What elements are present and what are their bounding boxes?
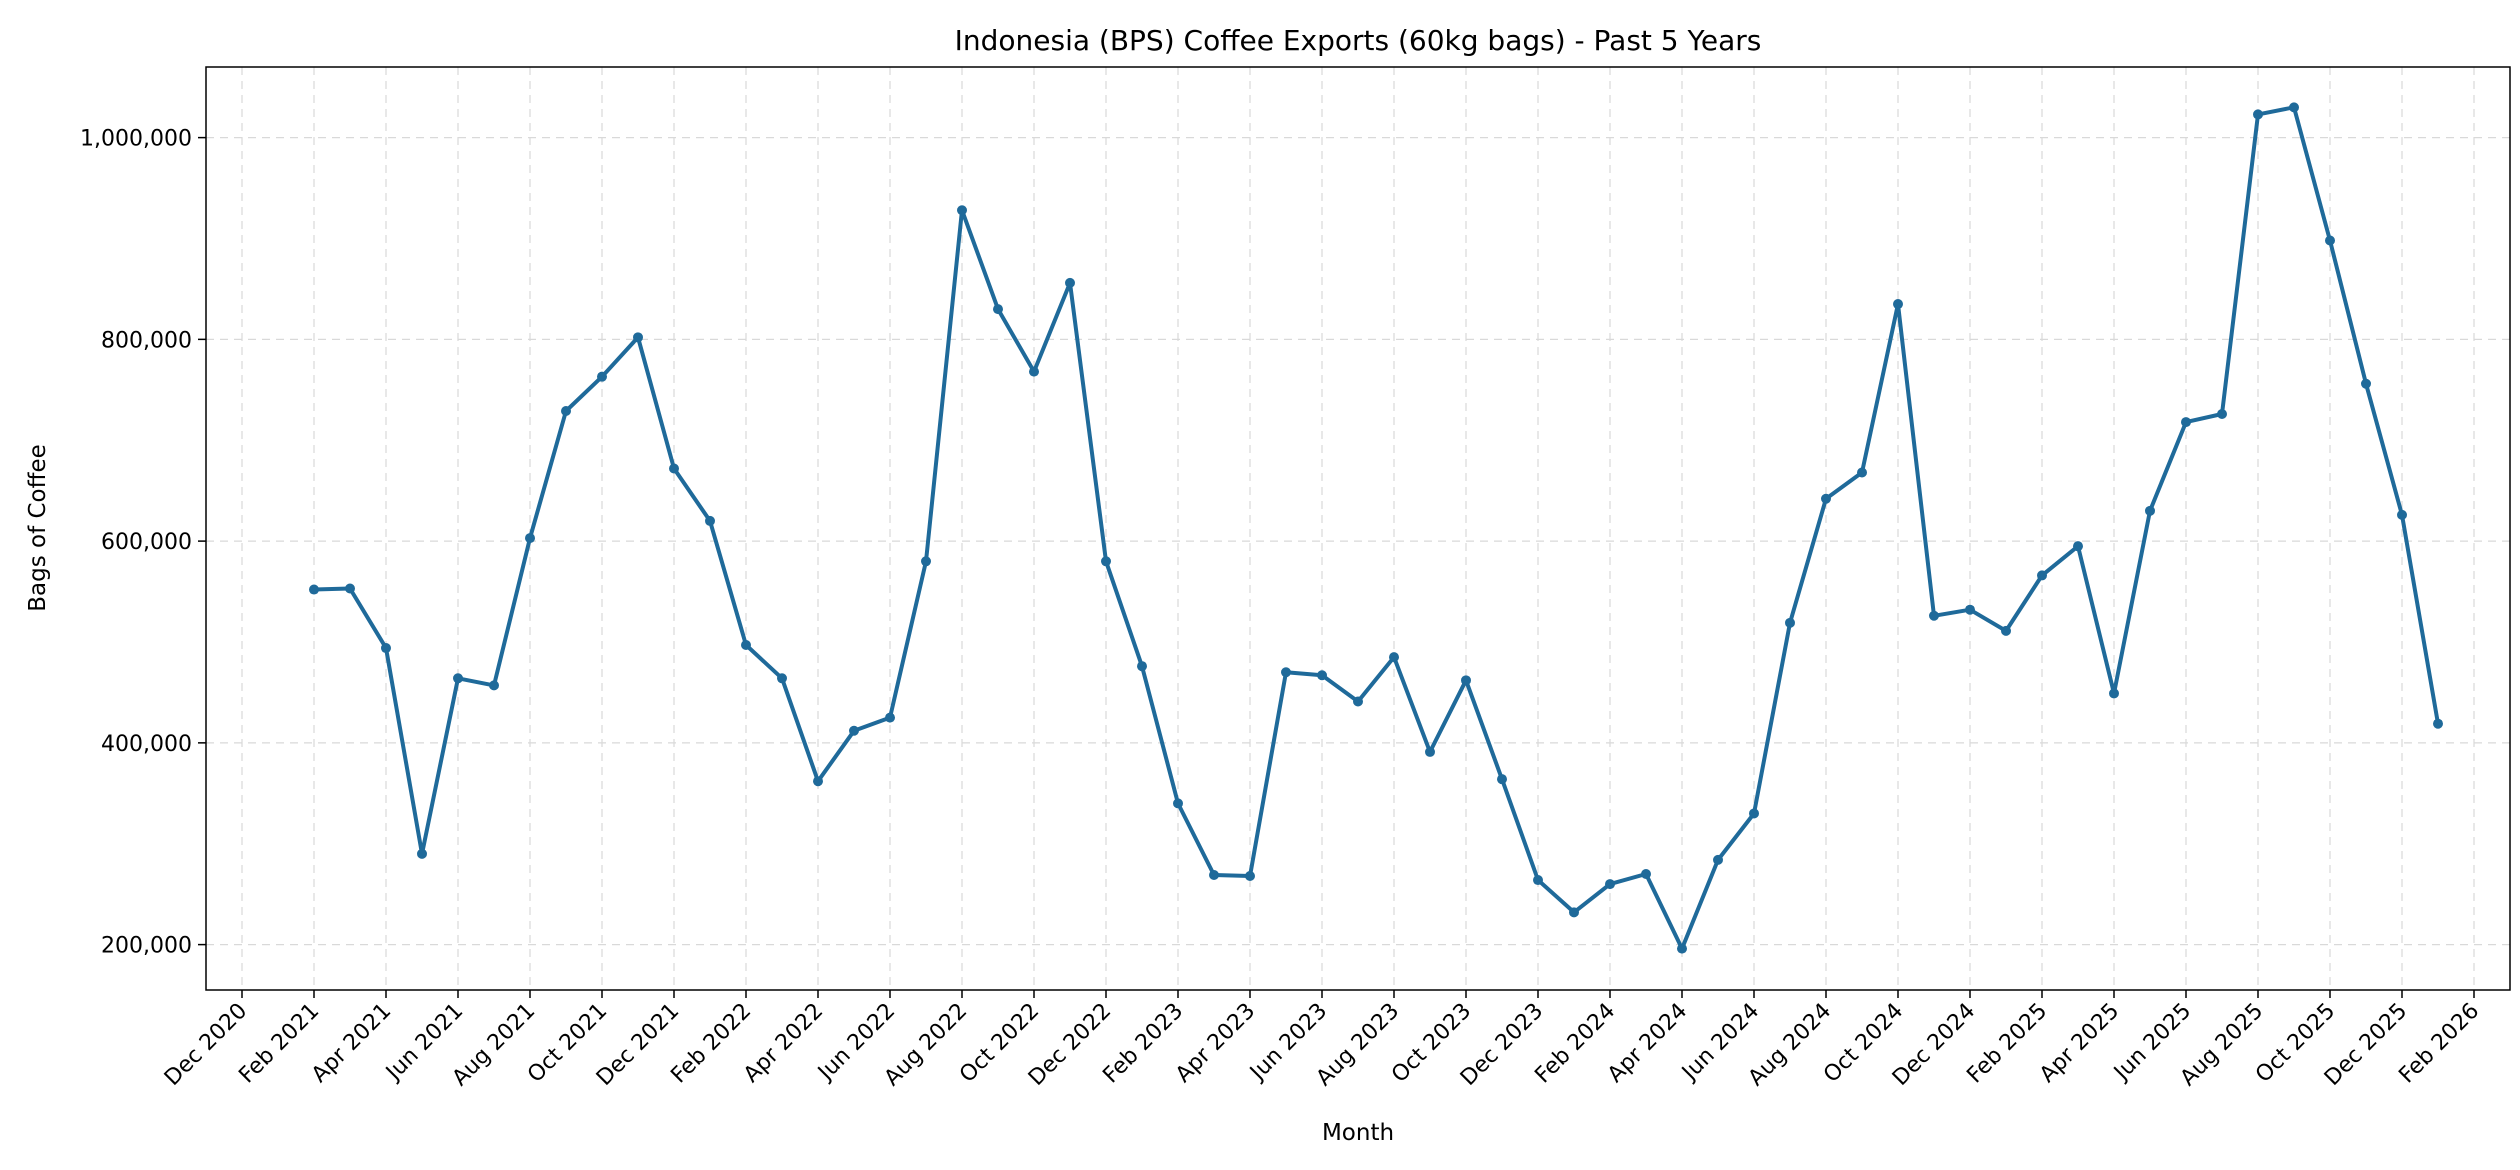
- data-point: [2181, 417, 2191, 428]
- data-point: [849, 725, 859, 736]
- data-point: [381, 643, 391, 654]
- y-axis: 200,000 400,000 600,000 800,000 1,000,000: [80, 127, 206, 959]
- data-point: [1101, 556, 1111, 567]
- data-point: [417, 848, 427, 859]
- data-point: [2325, 235, 2335, 246]
- series-line-group: [312, 105, 2440, 951]
- data-point: [2433, 718, 2443, 729]
- data-point: [957, 205, 967, 216]
- data-point: [1929, 610, 1939, 621]
- data-point: [2001, 625, 2011, 636]
- data-point: [489, 680, 499, 691]
- data-point: [1749, 808, 1759, 819]
- x-axis-title: Month: [1322, 1120, 1394, 1146]
- data-point: [633, 332, 643, 343]
- data-point: [993, 304, 1003, 315]
- data-point: [1137, 661, 1147, 672]
- data-point: [705, 515, 715, 526]
- data-point: [669, 463, 679, 474]
- data-point: [1353, 696, 1363, 707]
- data-point: [2109, 688, 2119, 699]
- data-point: [1281, 667, 1291, 678]
- data-point: [1893, 299, 1903, 310]
- data-point: [2073, 541, 2083, 552]
- grid-lines: [206, 67, 2510, 990]
- data-point: [1965, 604, 1975, 615]
- series-line: [312, 105, 2440, 951]
- data-point: [597, 371, 607, 382]
- data-point: [741, 640, 751, 651]
- data-point: [1533, 875, 1543, 886]
- data-point: [1497, 774, 1507, 785]
- data-point: [1461, 675, 1471, 686]
- data-point: [1677, 943, 1687, 954]
- data-point: [2217, 409, 2227, 420]
- data-point: [1713, 854, 1723, 865]
- data-point: [2361, 378, 2371, 389]
- data-point: [813, 776, 823, 787]
- y-tick-label: 400,000: [101, 732, 192, 757]
- data-point: [345, 583, 355, 594]
- data-point: [2397, 509, 2407, 520]
- data-point: [1317, 670, 1327, 681]
- data-points: [309, 102, 2443, 954]
- data-point: [561, 405, 571, 416]
- data-point: [1641, 868, 1651, 879]
- data-point: [1389, 652, 1399, 663]
- data-point: [309, 584, 319, 595]
- data-point: [2037, 570, 2047, 581]
- data-point: [2289, 102, 2299, 113]
- data-point: [885, 712, 895, 723]
- data-point: [1821, 493, 1831, 504]
- y-tick-label: 1,000,000: [80, 127, 192, 152]
- data-point: [1425, 746, 1435, 757]
- data-point: [921, 556, 931, 567]
- data-point: [777, 673, 787, 684]
- data-point: [2253, 109, 2263, 120]
- data-point: [1245, 871, 1255, 882]
- data-point: [453, 673, 463, 684]
- y-tick-label: 200,000: [101, 934, 192, 959]
- y-tick-label: 800,000: [101, 328, 192, 353]
- plot-area-frame: [205, 66, 2511, 991]
- data-point: [1029, 366, 1039, 377]
- data-point: [1173, 798, 1183, 809]
- data-point: [525, 533, 535, 544]
- data-point: [1785, 617, 1795, 628]
- y-axis-title: Bags of Coffee: [25, 444, 51, 612]
- data-point: [2145, 505, 2155, 516]
- data-point: [1857, 467, 1867, 478]
- chart-title: Indonesia (BPS) Coffee Exports (60kg bag…: [955, 24, 1762, 57]
- y-tick-label: 600,000: [101, 530, 192, 555]
- data-point: [1605, 879, 1615, 890]
- data-point: [1065, 277, 1075, 288]
- data-point: [1209, 870, 1219, 881]
- data-point: [1569, 907, 1579, 918]
